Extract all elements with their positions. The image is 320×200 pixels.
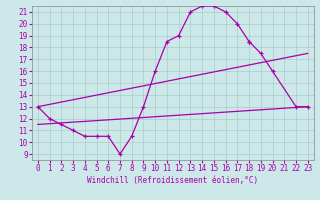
X-axis label: Windchill (Refroidissement éolien,°C): Windchill (Refroidissement éolien,°C) — [87, 176, 258, 185]
